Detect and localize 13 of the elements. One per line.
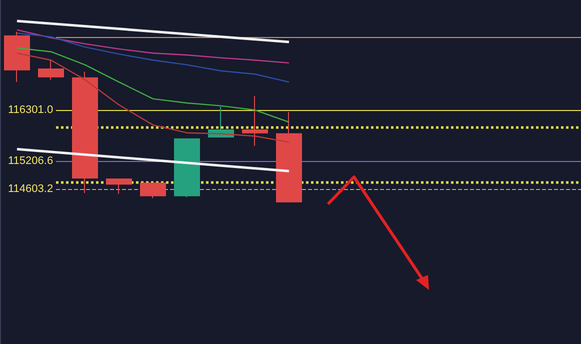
- candlestick: [38, 60, 64, 80]
- candlestick: [242, 96, 268, 146]
- candlestick: [4, 31, 30, 83]
- candlestick: [140, 182, 166, 199]
- candlestick: [174, 138, 200, 198]
- y-tick-label: 116301.0: [8, 104, 54, 116]
- line-series: [16, 29, 290, 64]
- y-tick-label: 114603.2: [8, 183, 54, 196]
- line-series: [16, 32, 290, 83]
- candlestick: [106, 178, 132, 194]
- y-tick-label: 115206.6: [8, 154, 54, 167]
- candlestick: [72, 71, 98, 194]
- candlestick: [276, 111, 302, 202]
